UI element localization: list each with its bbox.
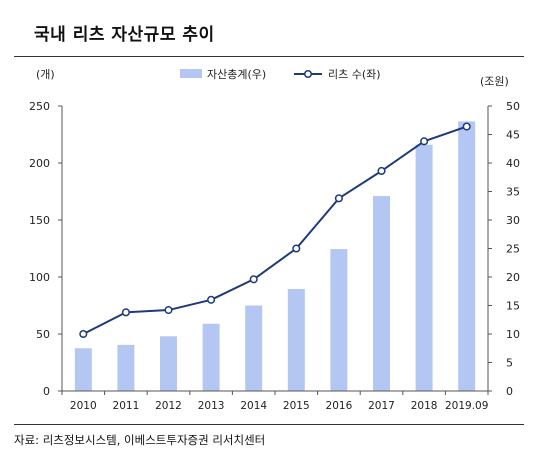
- title-divider: [14, 56, 524, 57]
- left-tick-label: 100: [29, 271, 50, 284]
- line-point-2018: [420, 137, 429, 146]
- bar-2013: [202, 323, 220, 391]
- line-point-2013: [207, 295, 216, 304]
- x-tick-label: 2013: [198, 400, 225, 412]
- line-point-2012: [164, 306, 173, 315]
- bar-2010: [74, 348, 92, 391]
- plot-area: 0 50 100 150 200 250 0 5 10 15 20 25 30 35 40 45 50 2010 2…: [29, 100, 520, 412]
- right-tick-label: 20: [506, 271, 520, 284]
- bar-2019.09: [458, 121, 476, 391]
- line-point-2017: [377, 166, 386, 176]
- x-tick-label: 2014: [240, 400, 267, 412]
- left-tick-label: 150: [29, 214, 50, 227]
- right-tick-label: 35: [506, 186, 520, 199]
- line-point-2011: [121, 308, 130, 317]
- right-tick-label: 10: [506, 328, 520, 341]
- right-tick-label: 40: [506, 157, 520, 170]
- x-tick-label: 2015: [283, 400, 310, 412]
- x-tick-label: 2017: [368, 400, 395, 412]
- legend-bar-swatch: [180, 69, 202, 78]
- x-tick-label: 2019.09: [445, 400, 488, 412]
- left-tick-label: 200: [29, 157, 50, 170]
- bar-2012: [160, 336, 177, 391]
- right-tick-label: 25: [506, 243, 520, 256]
- bar-2017: [373, 196, 390, 391]
- right-tick-label: 15: [506, 300, 520, 313]
- line-series-reits-count: [82, 125, 468, 335]
- x-tick-label: 2018: [411, 400, 438, 412]
- x-tick-label: 2010: [70, 400, 97, 412]
- legend-line-label: 리츠 수(좌): [328, 68, 381, 81]
- source-note: 자료: 리츠정보시스템, 이베스트투자증권 리서치센터: [14, 433, 266, 447]
- right-axis-unit: (조원): [480, 75, 509, 88]
- x-tick-label: 2011: [113, 400, 140, 412]
- bar-2014: [245, 305, 263, 391]
- left-tick-label: 50: [36, 328, 50, 341]
- right-tick-label: 30: [506, 214, 520, 227]
- right-tick-label: 50: [506, 100, 520, 113]
- left-tick-label: 0: [43, 385, 50, 398]
- x-tick-label: 2016: [326, 400, 353, 412]
- right-tick-label: 45: [506, 129, 520, 142]
- legend-line-marker: [303, 69, 313, 79]
- x-tick-label: 2012: [155, 400, 182, 412]
- bar-2016: [330, 249, 348, 391]
- source-divider: [14, 424, 524, 425]
- legend-bar-label: 자산총계(우): [207, 68, 266, 81]
- bar-2018: [415, 144, 433, 391]
- legend: 자산총계(우) 리츠 수(좌): [180, 68, 381, 81]
- left-axis-unit: (개): [36, 68, 55, 81]
- chart-title: 국내 리츠 자산규모 추이: [34, 25, 215, 45]
- line-point-2016: [334, 194, 343, 203]
- chart: (개) (조원) 자산총계(우) 리츠 수(좌) 050100150200250…: [29, 68, 520, 412]
- right-tick-label: 0: [506, 385, 513, 398]
- line-point-2010: [79, 329, 88, 339]
- right-tick-label: 5: [506, 357, 513, 370]
- line-point-2014: [249, 275, 258, 284]
- left-tick-label: 250: [29, 100, 50, 113]
- bar-2011: [117, 344, 135, 391]
- bar-2015: [287, 288, 305, 391]
- line-point-2019.09: [462, 122, 471, 131]
- line-point-2015: [292, 244, 301, 253]
